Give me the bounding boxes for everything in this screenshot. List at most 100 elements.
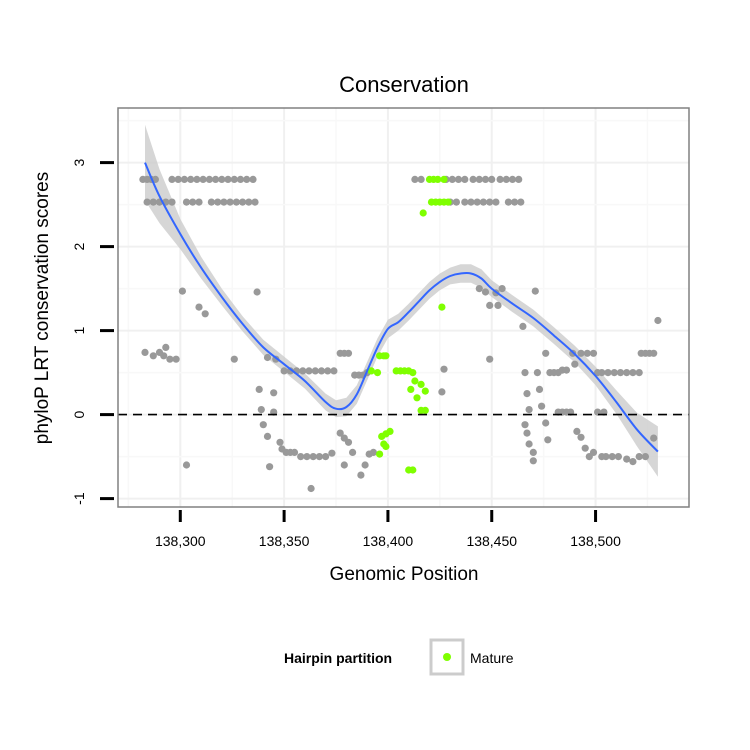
point-mature bbox=[413, 394, 421, 402]
point-other bbox=[276, 438, 284, 446]
point-mature bbox=[386, 427, 394, 435]
point-other bbox=[230, 355, 238, 363]
point-other bbox=[336, 429, 344, 437]
chart-title: Conservation bbox=[339, 72, 469, 97]
point-mature bbox=[382, 442, 390, 451]
point-other bbox=[344, 438, 353, 446]
point-mature bbox=[421, 387, 429, 395]
point-mature bbox=[376, 450, 384, 458]
point-other bbox=[251, 198, 259, 206]
point-other bbox=[149, 352, 157, 360]
x-axis: 138,300 138,350 138,400 138,450 138,500 bbox=[155, 510, 621, 549]
point-mature bbox=[409, 466, 417, 474]
point-other bbox=[178, 287, 186, 295]
point-other bbox=[199, 175, 207, 183]
point-other bbox=[577, 349, 585, 357]
point-other bbox=[324, 367, 332, 375]
point-other bbox=[508, 175, 517, 183]
point-mature bbox=[419, 209, 427, 217]
point-other bbox=[220, 198, 228, 206]
point-other bbox=[317, 367, 326, 375]
point-other bbox=[519, 322, 527, 330]
point-other bbox=[236, 175, 245, 183]
point-other bbox=[504, 198, 512, 206]
point-other bbox=[195, 198, 203, 206]
point-other bbox=[438, 388, 446, 396]
point-mature bbox=[440, 175, 448, 183]
legend-key-mature bbox=[443, 653, 451, 661]
point-other bbox=[143, 198, 151, 206]
point-other bbox=[307, 484, 315, 493]
point-other bbox=[542, 349, 550, 357]
point-other bbox=[214, 198, 222, 206]
point-other bbox=[172, 355, 180, 363]
point-other bbox=[257, 406, 265, 414]
point-other bbox=[521, 421, 529, 429]
y-tick-label: 3 bbox=[71, 158, 87, 166]
point-other bbox=[577, 433, 585, 441]
point-other bbox=[182, 461, 191, 469]
point-other bbox=[531, 287, 539, 295]
point-other bbox=[517, 198, 525, 206]
point-other bbox=[249, 175, 257, 183]
point-other bbox=[629, 369, 637, 377]
point-other bbox=[417, 175, 425, 183]
point-other bbox=[581, 444, 589, 452]
point-other bbox=[635, 453, 643, 461]
point-other bbox=[361, 461, 369, 469]
point-other bbox=[309, 453, 317, 461]
point-mature bbox=[411, 377, 419, 385]
point-other bbox=[614, 453, 623, 461]
point-other bbox=[461, 175, 469, 183]
point-other bbox=[311, 367, 319, 375]
point-other bbox=[270, 389, 278, 397]
point-other bbox=[226, 198, 234, 206]
point-other bbox=[515, 175, 523, 183]
point-mature bbox=[409, 369, 417, 377]
x-tick-label: 138,350 bbox=[259, 533, 310, 549]
point-other bbox=[141, 348, 149, 356]
x-tick-label: 138,450 bbox=[466, 533, 517, 549]
point-other bbox=[239, 198, 247, 206]
point-other bbox=[535, 385, 544, 393]
point-other bbox=[479, 198, 487, 206]
point-other bbox=[473, 198, 481, 206]
point-other bbox=[168, 198, 176, 206]
point-other bbox=[498, 285, 506, 293]
point-other bbox=[440, 365, 448, 373]
point-other bbox=[322, 453, 330, 461]
point-mature bbox=[438, 303, 446, 311]
point-other bbox=[589, 448, 598, 456]
point-other bbox=[230, 175, 238, 183]
point-other bbox=[654, 316, 662, 325]
point-other bbox=[303, 453, 311, 461]
point-other bbox=[263, 353, 272, 362]
point-other bbox=[602, 453, 610, 461]
point-other bbox=[174, 175, 182, 183]
point-other bbox=[195, 303, 203, 311]
y-axis-title: phyloP LRT conservation scores bbox=[32, 172, 53, 445]
point-other bbox=[538, 402, 546, 410]
point-other bbox=[232, 198, 240, 206]
point-mature bbox=[444, 198, 452, 206]
point-other bbox=[207, 198, 215, 206]
point-other bbox=[290, 448, 299, 456]
point-other bbox=[299, 367, 307, 375]
point-other bbox=[488, 175, 496, 183]
point-other bbox=[589, 349, 598, 357]
point-other bbox=[187, 175, 195, 183]
point-other bbox=[544, 436, 552, 444]
point-other bbox=[286, 367, 294, 375]
point-other bbox=[344, 349, 353, 357]
point-other bbox=[245, 198, 253, 206]
point-other bbox=[533, 369, 542, 377]
point-other bbox=[525, 440, 533, 448]
point-other bbox=[448, 175, 456, 183]
point-other bbox=[330, 367, 338, 375]
point-other bbox=[243, 175, 251, 183]
points-group bbox=[139, 175, 662, 493]
point-other bbox=[452, 198, 460, 206]
smooth-line-group bbox=[144, 162, 659, 453]
point-other bbox=[205, 175, 213, 183]
